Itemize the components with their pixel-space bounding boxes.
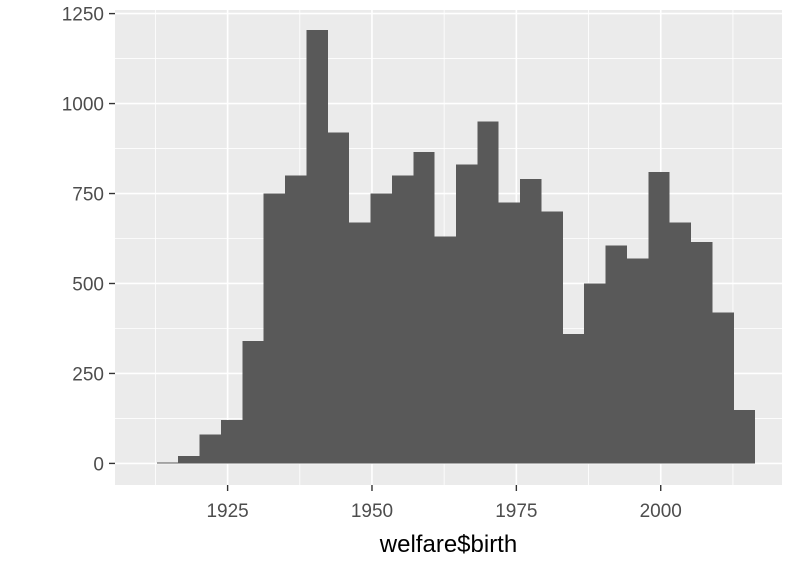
histogram-bar (178, 456, 200, 464)
y-tick-label: 1250 (62, 5, 104, 26)
y-tick-label: 500 (72, 274, 104, 295)
histogram-bar (498, 202, 521, 464)
x-tick-label: 1950 (351, 501, 393, 522)
histogram-bar (370, 193, 392, 464)
histogram-bar (520, 179, 542, 464)
x-axis: 1925 1950 1975 2000 (206, 485, 682, 522)
histogram-bars (156, 29, 756, 464)
histogram-bar (477, 121, 499, 464)
x-axis-title: welfare$birth (379, 531, 517, 558)
histogram-bar (391, 175, 414, 464)
y-tick-label: 250 (72, 364, 104, 385)
histogram-bar (648, 171, 670, 464)
histogram-bar (220, 420, 243, 464)
histogram-bar (199, 434, 221, 464)
histogram-bar (306, 29, 328, 464)
y-tick-label: 1000 (62, 95, 104, 116)
histogram-bar (285, 175, 307, 464)
histogram-bar (733, 410, 756, 464)
histogram-bar (626, 258, 649, 464)
histogram-bar (263, 193, 286, 464)
histogram-bar (242, 341, 264, 464)
y-axis: 0 250 500 750 1000 1250 (62, 5, 115, 475)
histogram-bar (691, 242, 713, 464)
histogram-bar (712, 312, 734, 464)
histogram-bar (327, 132, 350, 464)
histogram-bar (434, 236, 457, 464)
histogram-bar (413, 152, 435, 464)
histogram-bar (584, 283, 606, 464)
histogram-bar (349, 222, 371, 464)
x-tick-label: 2000 (640, 501, 682, 522)
histogram-bar (541, 211, 563, 464)
histogram-bar (605, 245, 627, 464)
y-tick-label: 0 (93, 454, 104, 475)
histogram-bar (669, 222, 692, 464)
x-tick-label: 1925 (206, 501, 248, 522)
y-tick-label: 750 (72, 185, 104, 206)
histogram-bar (562, 333, 585, 464)
x-tick-label: 1975 (495, 501, 537, 522)
histogram-bar (156, 462, 179, 464)
histogram-bar (456, 164, 478, 464)
